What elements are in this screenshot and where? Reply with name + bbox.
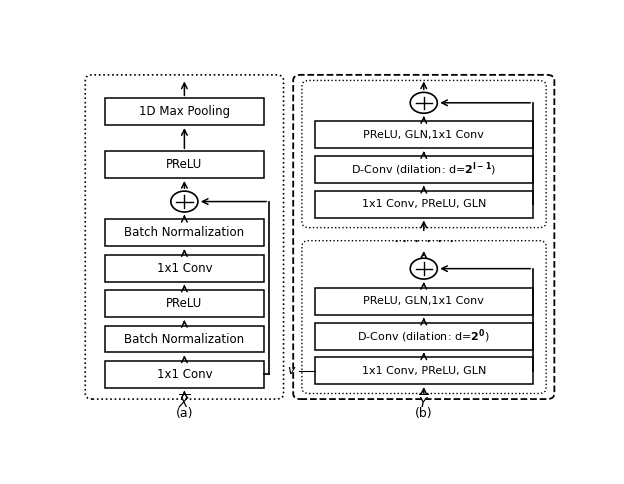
Text: PReLU, GLN,1x1 Conv: PReLU, GLN,1x1 Conv	[363, 296, 484, 306]
Bar	[315, 357, 532, 384]
Bar	[105, 290, 264, 317]
Text: (a): (a)	[175, 408, 193, 421]
Text: $\overline{Y}$: $\overline{Y}$	[418, 393, 429, 412]
Text: 1x1 Conv: 1x1 Conv	[157, 368, 212, 381]
Bar	[105, 326, 264, 352]
Bar	[105, 98, 264, 125]
Text: PReLU: PReLU	[166, 158, 203, 171]
Bar	[315, 121, 532, 148]
Text: Batch Normalization: Batch Normalization	[124, 333, 245, 346]
Text: $v$: $v$	[287, 364, 296, 377]
Text: (b): (b)	[415, 408, 432, 421]
Bar	[105, 219, 264, 246]
Bar	[105, 255, 264, 282]
Text: 1D Max Pooling: 1D Max Pooling	[139, 105, 230, 118]
Bar	[315, 191, 532, 218]
Bar	[105, 151, 264, 178]
Bar	[315, 156, 532, 183]
FancyBboxPatch shape	[302, 80, 546, 227]
Text: 1x1 Conv: 1x1 Conv	[157, 262, 212, 275]
Text: PReLU: PReLU	[166, 297, 203, 310]
Text: $\cdot\cdot\cdot\cdot\cdot\cdot$: $\cdot\cdot\cdot\cdot\cdot\cdot$	[393, 232, 454, 250]
Text: D-Conv (dilation: d=$\mathbf{2^{I-1}}$): D-Conv (dilation: d=$\mathbf{2^{I-1}}$)	[351, 161, 496, 178]
FancyBboxPatch shape	[85, 75, 283, 399]
FancyBboxPatch shape	[302, 241, 546, 393]
Text: $\overline{X}$: $\overline{X}$	[178, 393, 190, 412]
Text: Batch Normalization: Batch Normalization	[124, 227, 245, 240]
Bar	[105, 361, 264, 388]
Text: 1x1 Conv, PReLU, GLN: 1x1 Conv, PReLU, GLN	[361, 366, 486, 376]
Text: D-Conv (dilation: d=$\mathbf{2^{0}}$): D-Conv (dilation: d=$\mathbf{2^{0}}$)	[358, 327, 490, 345]
Bar	[315, 323, 532, 349]
Text: 1x1 Conv, PReLU, GLN: 1x1 Conv, PReLU, GLN	[361, 199, 486, 209]
FancyBboxPatch shape	[293, 75, 554, 399]
Text: PReLU, GLN,1x1 Conv: PReLU, GLN,1x1 Conv	[363, 130, 484, 140]
Bar	[315, 288, 532, 315]
